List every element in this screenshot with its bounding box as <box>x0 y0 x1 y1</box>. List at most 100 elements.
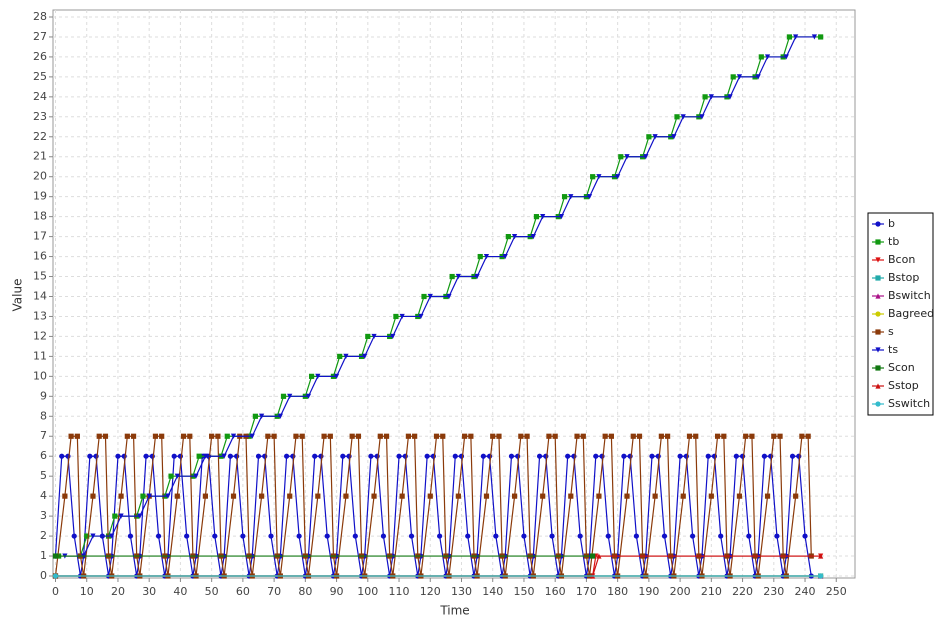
marker <box>343 493 349 499</box>
marker <box>299 433 305 439</box>
marker <box>875 275 881 281</box>
x-tick-label: 180 <box>607 585 628 598</box>
marker <box>315 373 321 379</box>
y-tick-label: 9 <box>40 389 47 402</box>
marker <box>102 433 109 439</box>
marker <box>652 134 658 140</box>
y-tick-label: 18 <box>33 210 47 223</box>
marker <box>624 493 630 499</box>
marker <box>561 194 568 200</box>
marker <box>412 433 418 439</box>
marker <box>786 34 793 40</box>
marker <box>746 533 752 539</box>
marker <box>327 433 333 439</box>
marker <box>355 433 362 439</box>
marker <box>165 493 171 499</box>
marker <box>399 313 405 320</box>
marker <box>321 433 327 439</box>
marker <box>818 34 824 40</box>
legend-label: Bswitch <box>888 289 931 302</box>
marker <box>333 373 340 379</box>
marker <box>62 493 68 499</box>
marker <box>480 453 486 459</box>
x-axis-label: Time <box>439 604 469 618</box>
marker <box>624 154 630 160</box>
marker <box>418 313 424 320</box>
marker <box>677 453 683 459</box>
marker <box>312 453 318 459</box>
marker <box>755 74 761 80</box>
marker <box>761 453 768 459</box>
series-layer <box>52 34 824 579</box>
marker <box>643 154 649 160</box>
y-tick-label: 25 <box>33 70 47 83</box>
marker <box>440 433 446 439</box>
marker <box>621 453 627 459</box>
marker <box>174 473 180 479</box>
legend-label: Bstop <box>888 271 919 284</box>
x-tick-label: 150 <box>513 585 534 598</box>
marker <box>259 493 265 499</box>
x-tick-label: 220 <box>732 585 753 598</box>
y-tick-label: 8 <box>40 409 47 422</box>
marker <box>764 493 771 499</box>
marker <box>540 493 546 499</box>
marker <box>502 253 508 260</box>
marker <box>875 365 881 371</box>
marker <box>202 453 209 459</box>
marker <box>665 433 671 439</box>
marker <box>240 533 246 539</box>
marker <box>146 493 152 499</box>
marker <box>608 433 615 439</box>
marker <box>596 553 602 559</box>
marker <box>140 493 146 499</box>
marker <box>875 293 881 299</box>
y-tick-label: 17 <box>33 230 47 243</box>
y-tick-label: 1 <box>40 549 47 562</box>
marker <box>259 413 265 419</box>
marker <box>159 433 165 439</box>
marker <box>511 234 518 240</box>
marker <box>252 413 258 419</box>
marker <box>799 433 805 439</box>
marker <box>483 253 490 260</box>
y-tick-label: 28 <box>33 10 47 23</box>
marker <box>115 453 121 459</box>
marker <box>424 453 430 459</box>
x-tick-label: 80 <box>298 585 312 598</box>
marker <box>230 433 237 439</box>
y-tick-label: 13 <box>33 309 47 322</box>
marker <box>875 347 881 353</box>
marker <box>875 221 881 227</box>
marker <box>602 433 608 439</box>
plot-area <box>52 9 856 579</box>
marker <box>215 433 221 439</box>
marker <box>377 433 383 439</box>
marker <box>184 533 190 539</box>
marker <box>224 433 230 439</box>
marker <box>352 533 358 539</box>
marker <box>565 453 571 459</box>
marker <box>633 533 639 539</box>
x-tick-label: 0 <box>52 585 59 598</box>
marker <box>396 453 402 459</box>
x-tick-label: 20 <box>111 585 125 598</box>
marker <box>155 533 162 539</box>
marker <box>477 253 483 260</box>
marker <box>449 273 455 280</box>
legend-label: b <box>888 217 895 230</box>
marker <box>452 453 458 459</box>
y-axis-label: Value <box>11 279 25 312</box>
marker <box>789 453 796 459</box>
marker <box>805 433 811 439</box>
marker <box>483 493 490 499</box>
marker <box>774 533 780 539</box>
x-tick-label: 170 <box>576 585 597 598</box>
marker <box>324 533 330 539</box>
x-tick-label: 70 <box>267 585 281 598</box>
marker <box>118 513 124 519</box>
marker <box>249 433 255 439</box>
marker <box>671 134 677 140</box>
legend-label: s <box>888 325 894 338</box>
